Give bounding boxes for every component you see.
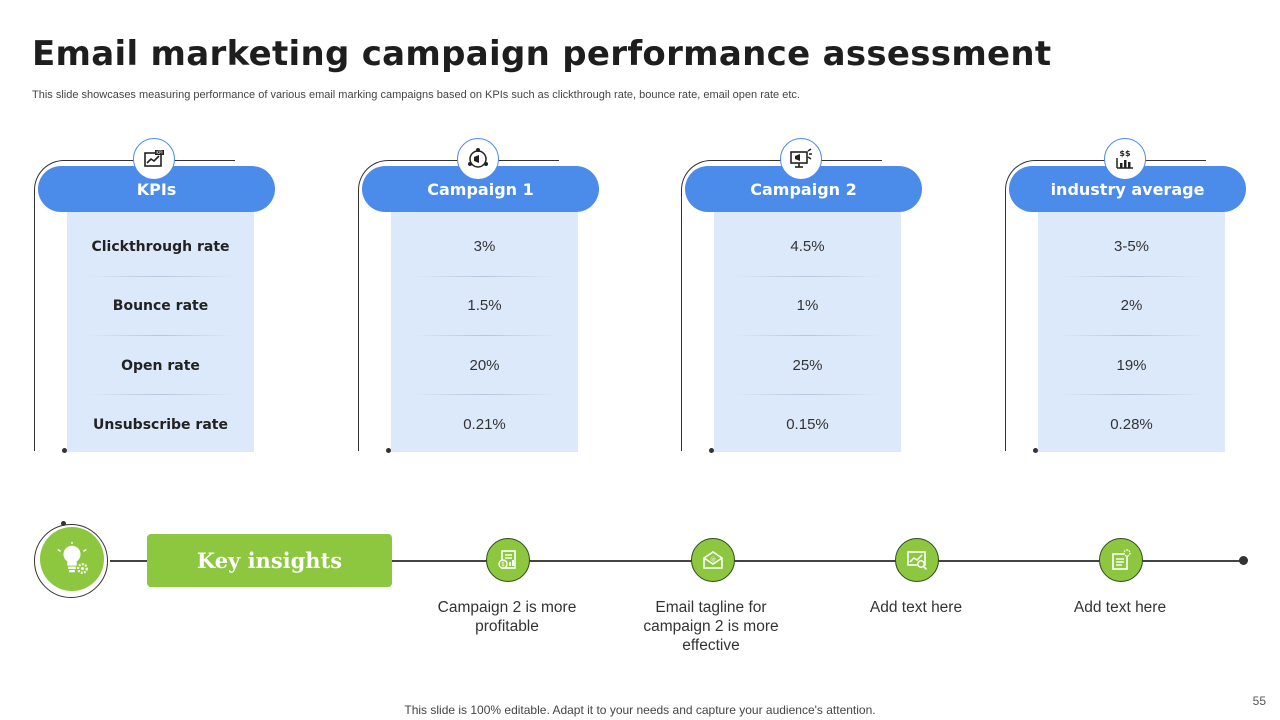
column-end-dot <box>709 448 714 453</box>
svg-text:@: @ <box>710 557 716 563</box>
value-cell: 1.5% <box>467 297 502 314</box>
value-cell: 1% <box>796 297 819 314</box>
row-separator <box>1058 394 1205 395</box>
dollar-document-icon: $ <box>486 538 530 582</box>
value-cell: 25% <box>792 357 823 374</box>
column-end-dot <box>386 448 391 453</box>
slide-subtitle: This slide showcases measuring performan… <box>32 89 800 101</box>
row-separator <box>411 335 558 336</box>
value-cell: 19% <box>1116 357 1147 374</box>
insight-text: Email tagline for campaign 2 is more eff… <box>643 599 779 654</box>
row-separator <box>1058 335 1205 336</box>
megaphone-network-icon <box>457 138 499 180</box>
monitor-megaphone-icon <box>780 138 822 180</box>
kpi-cell: Unsubscribe rate <box>93 416 228 433</box>
row-separator <box>411 276 558 277</box>
dollar-chart-icon: $$ <box>1104 138 1146 180</box>
timeline-line <box>110 560 1244 562</box>
kpi-cell: Open rate <box>121 357 200 374</box>
column-body <box>1038 202 1225 452</box>
insight-text: Campaign 2 is more profitable <box>437 599 577 635</box>
value-cell: 3-5% <box>1113 238 1150 255</box>
svg-text:KPI: KPI <box>156 150 162 155</box>
document-gear-icon <box>1099 538 1143 582</box>
chart-magnifier-icon <box>895 538 939 582</box>
value-cell: 3% <box>473 238 496 255</box>
footer-note: This slide is 100% editable. Adapt it to… <box>404 703 876 717</box>
row-separator <box>734 276 881 277</box>
row-separator <box>1058 276 1205 277</box>
svg-text:$: $ <box>501 561 505 568</box>
lightbulb-gear-icon <box>40 527 104 591</box>
row-separator <box>87 276 234 277</box>
row-separator <box>734 335 881 336</box>
column-end-dot <box>1033 448 1038 453</box>
svg-text:$$: $$ <box>1119 149 1131 158</box>
timeline-end-dot <box>1239 556 1248 565</box>
column-body <box>391 202 578 452</box>
kpi-cell: Clickthrough rate <box>91 238 230 255</box>
row-separator <box>411 394 558 395</box>
page-number: 55 <box>1252 694 1266 708</box>
value-cell: 0.21% <box>463 416 506 433</box>
row-separator <box>734 394 881 395</box>
column-body <box>714 202 901 452</box>
slide-title: Email marketing campaign performance ass… <box>32 34 1052 74</box>
insight-text: Add text here <box>869 599 963 616</box>
kpi-column: Clickthrough rate Bounce rate Open rate … <box>34 138 282 458</box>
row-separator <box>87 394 234 395</box>
insight-text: Add text here <box>1073 599 1167 616</box>
insights-ring-dot <box>61 521 66 526</box>
value-cell: 0.28% <box>1110 416 1153 433</box>
column-body <box>67 202 254 452</box>
row-separator <box>87 335 234 336</box>
campaign-2-column: 4.5% 1% 25% 0.15% Campaign 2 <box>681 138 929 458</box>
kpi-cell: Bounce rate <box>112 297 209 314</box>
campaign-1-column: 3% 1.5% 20% 0.21% Campaign 1 <box>358 138 606 458</box>
email-envelope-icon: @ <box>691 538 735 582</box>
value-cell: 20% <box>469 357 500 374</box>
industry-average-column: 3-5% 2% 19% 0.28% industry average $$ <box>1005 138 1253 458</box>
column-end-dot <box>62 448 67 453</box>
value-cell: 2% <box>1120 297 1143 314</box>
key-insights-label: Key insights <box>147 534 392 587</box>
kpi-chart-icon: KPI <box>133 138 175 180</box>
value-cell: 0.15% <box>786 416 829 433</box>
column-header-industry-average: industry average <box>1009 166 1246 212</box>
value-cell: 4.5% <box>790 238 825 255</box>
